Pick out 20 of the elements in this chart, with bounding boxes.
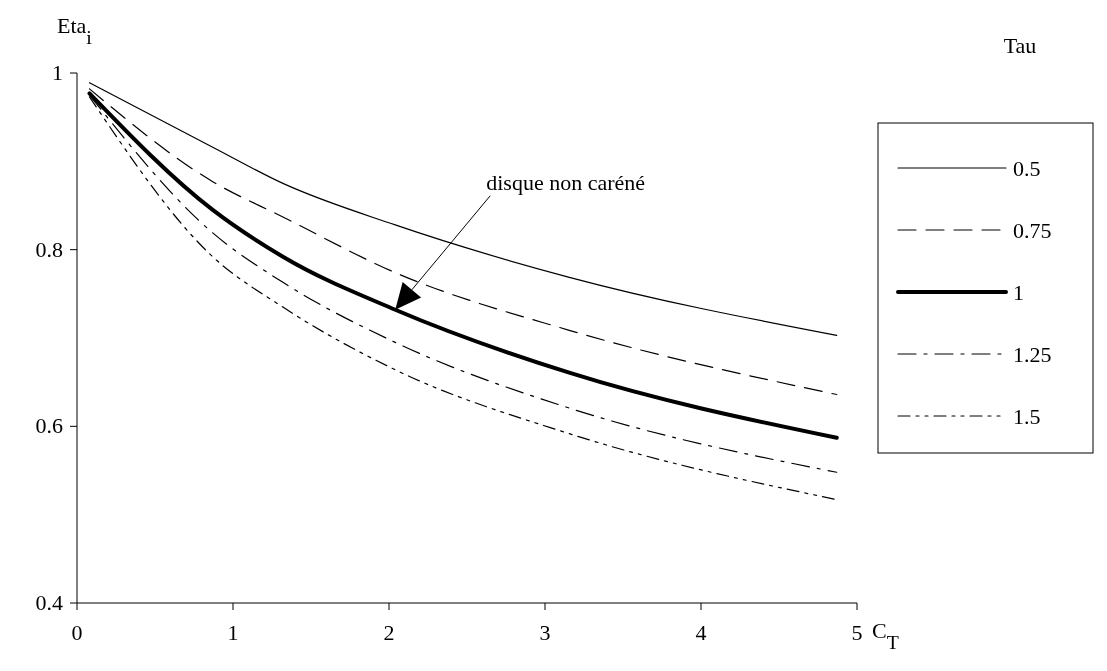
- x-tick-label: 1: [227, 620, 239, 645]
- x-tick-label: 5: [851, 620, 863, 645]
- legend-label: 1: [1013, 280, 1024, 305]
- x-axis-title: C$_{T}$: [872, 618, 899, 653]
- y-tick-label: 0.4: [35, 590, 63, 615]
- annotation: disque non caréné: [486, 169, 646, 195]
- y-tick-label: 0.8: [35, 236, 63, 262]
- x-tick-label: 0: [71, 620, 83, 645]
- legend-label: 0.75: [1013, 218, 1052, 243]
- y-axis-title: Eta$_{i}$: [57, 13, 93, 48]
- line-series: [88, 82, 838, 336]
- legend-label: 0.5: [1013, 156, 1041, 181]
- legend-label: 1.25: [1013, 342, 1052, 367]
- y-tick-label: 1: [52, 60, 63, 85]
- x-tick-label: 3: [539, 620, 551, 645]
- x-tick-label: 4: [695, 620, 707, 645]
- y-tick-label: 0.6: [35, 413, 63, 439]
- legend-title: Tau: [1003, 33, 1037, 58]
- x-tick-label: 2: [383, 620, 395, 645]
- legend-label: 1.5: [1013, 404, 1041, 429]
